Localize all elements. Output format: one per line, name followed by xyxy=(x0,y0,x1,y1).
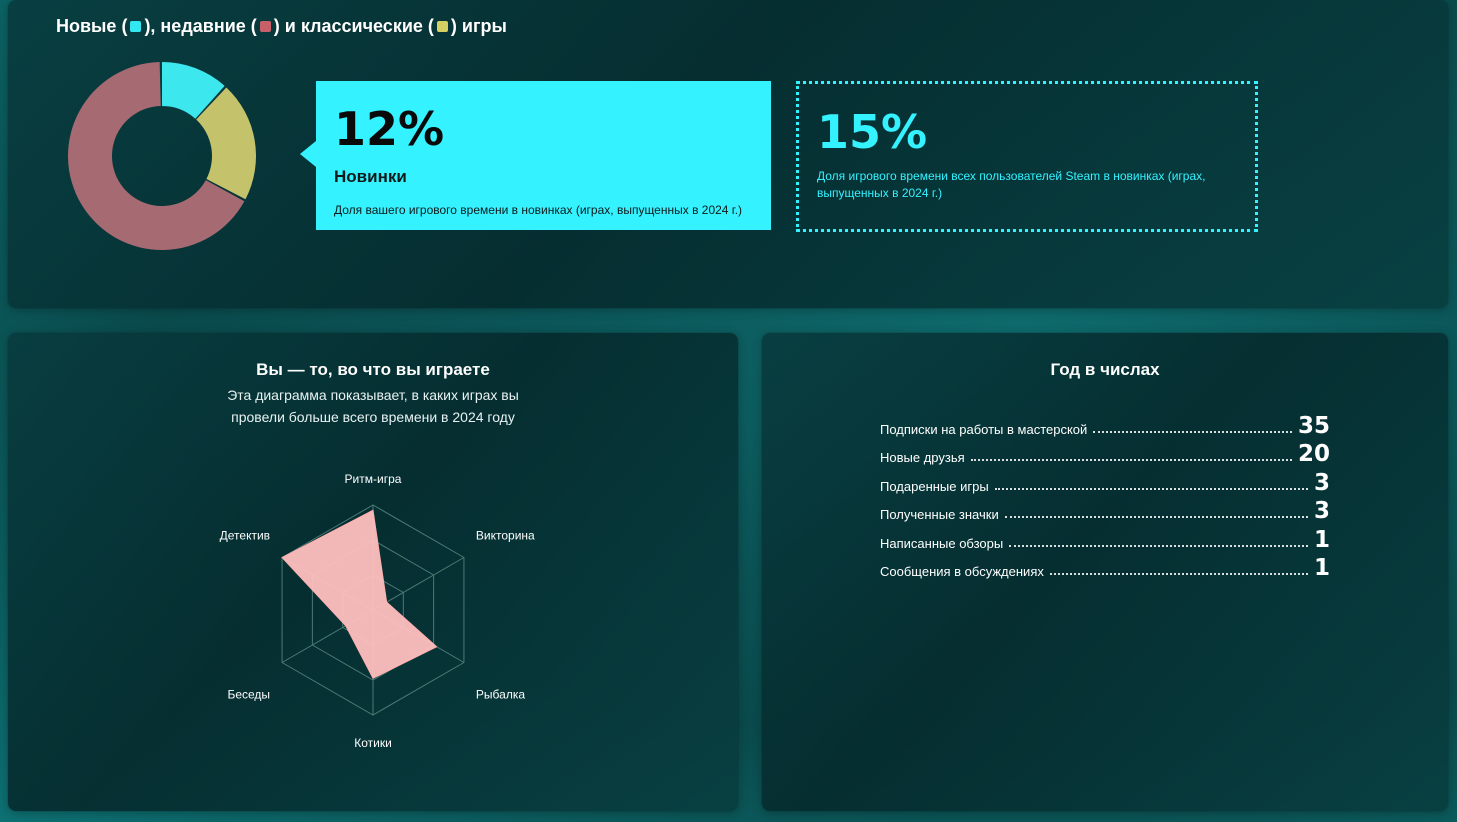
year-stat-label: Подаренные игры xyxy=(880,478,989,494)
year-stat-label: Новые друзья xyxy=(880,450,965,465)
user-new-games-label: Новинки xyxy=(334,167,407,186)
donut-slice-1 xyxy=(162,62,225,119)
user-new-games-percent: 12% xyxy=(334,102,445,156)
radar-axis-label-5: Беседы xyxy=(227,688,270,702)
year-stat-leader-dots xyxy=(1004,516,1308,518)
year-stat-row: Написанные обзоры 1 xyxy=(880,524,1330,553)
year-stat-value: 3 xyxy=(1313,498,1330,524)
all-users-new-games-percent: 15% xyxy=(817,105,928,159)
year-stat-row: Полученные значки 3 xyxy=(880,496,1330,524)
radar-axis-label-3: Рыбалка xyxy=(476,688,525,702)
year-in-numbers-panel xyxy=(762,333,1448,811)
year-stat-row: Подписки на работы в мастерской 35 xyxy=(880,410,1330,439)
genre-radar-chart: Ритм-игра Викторина Рыбалка Котики Беседы Дет… xyxy=(220,472,535,750)
donut-slice-2 xyxy=(196,87,256,200)
user-new-games-desc: Доля вашего игрового времени в новинках … xyxy=(334,203,743,217)
year-in-numbers-title: Год в числах xyxy=(1050,360,1160,379)
title-part-3: ) и классические ( xyxy=(273,16,434,36)
all-users-new-games-stat: 15% Доля игрового времени всех пользоват… xyxy=(796,81,1258,232)
year-stats-list: Подписки на работы в мастерской 35 Новые д… xyxy=(880,410,1330,582)
year-stat-leader-dots xyxy=(1009,544,1308,547)
recent-color-swatch xyxy=(259,21,271,32)
year-stat-leader-dots xyxy=(970,459,1292,461)
classic-color-swatch xyxy=(436,21,448,32)
year-stat-value: 20 xyxy=(1297,441,1330,467)
year-stat-row: Новые друзья 20 xyxy=(880,439,1330,467)
year-stat-value: 35 xyxy=(1297,412,1330,439)
radar-subtitle: Эта диаграмма показывает, в каких играх … xyxy=(227,387,519,425)
new-recent-classic-title: Новые ( ), недавние ( ) и классические (… xyxy=(56,16,507,37)
year-stat-label: Написанные обзоры xyxy=(880,535,1004,551)
radar-data-shape xyxy=(281,509,438,679)
year-stat-value: 1 xyxy=(1313,555,1330,581)
radar-spoke-2 xyxy=(372,557,465,611)
year-stat-row: Сообщения в обсуждениях 1 xyxy=(880,553,1330,581)
radar-axis-label-1: Ритм-игра xyxy=(345,472,402,486)
title-part-2: ), недавние ( xyxy=(144,16,257,36)
all-users-new-games-desc: Доля игрового времени всех пользователей… xyxy=(817,169,1206,200)
games-donut-chart xyxy=(68,62,256,250)
year-stat-leader-dots xyxy=(994,487,1308,490)
year-stat-leader-dots xyxy=(1049,573,1308,575)
year-stat-label: Полученные значки xyxy=(880,507,999,522)
year-stat-row: Подаренные игры 3 xyxy=(880,467,1330,496)
year-stat-value: 1 xyxy=(1313,526,1330,553)
user-new-games-stat: 12% Новинки Доля вашего игрового времени… xyxy=(300,81,771,230)
year-stat-value: 3 xyxy=(1313,469,1330,496)
radar-axis-label-2: Викторина xyxy=(476,529,535,543)
radar-title: Вы — то, во что вы играете xyxy=(256,360,490,379)
year-stat-label: Сообщения в обсуждениях xyxy=(880,564,1044,579)
year-stat-label: Подписки на работы в мастерской xyxy=(880,421,1088,437)
radar-axis-label-6: Детектив xyxy=(220,529,270,543)
title-part-4: ) игры xyxy=(450,16,507,36)
donut-slice-3 xyxy=(68,62,245,250)
new-color-swatch xyxy=(130,21,142,32)
year-stat-leader-dots xyxy=(1093,430,1292,433)
radar-axis-label-4: Котики xyxy=(354,736,392,750)
title-part-1: Новые ( xyxy=(56,16,128,36)
